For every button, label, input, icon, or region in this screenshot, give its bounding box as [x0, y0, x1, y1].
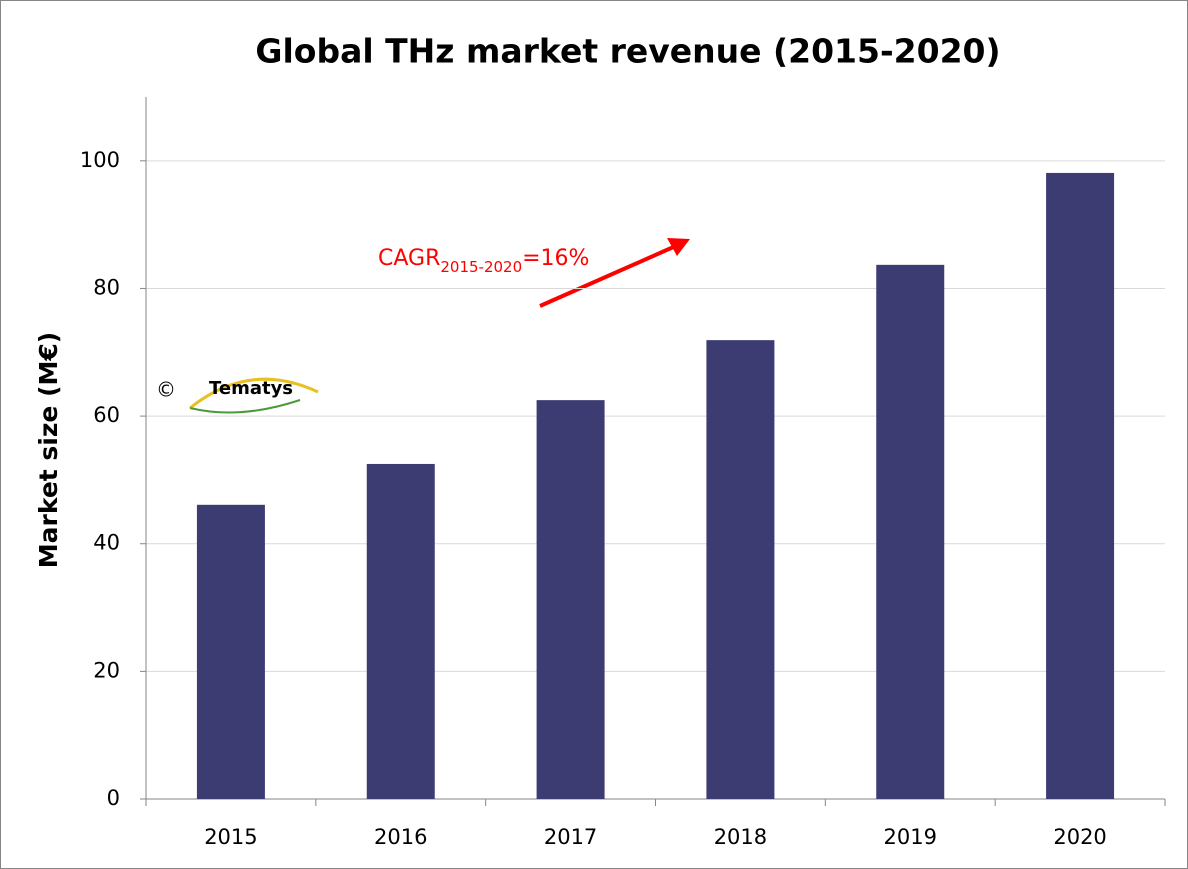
y-tick-label: 40 — [93, 531, 120, 555]
chart-title: Global THz market revenue (2015-2020) — [255, 32, 1000, 71]
logo-text: Tematys — [209, 378, 293, 399]
annotation-text: CAGR2015-2020=16% — [378, 246, 589, 276]
annotation-subscript: 2015-2020 — [440, 258, 522, 276]
annotation-arrow — [539, 243, 679, 308]
y-tick-label: 80 — [93, 275, 120, 299]
y-tick-label: 20 — [93, 658, 120, 682]
y-tick-label: 0 — [107, 786, 120, 810]
y-axis-label: Market size (M€) — [34, 332, 63, 568]
bar — [196, 504, 265, 799]
annotation-suffix: =16% — [522, 246, 589, 271]
x-tick-label: 2016 — [374, 825, 427, 849]
annotation-main: CAGR — [378, 246, 440, 271]
logo-swoosh — [189, 399, 301, 414]
bar — [536, 400, 605, 799]
x-tick-label: 2020 — [1053, 825, 1106, 849]
annotation-arrowhead — [667, 238, 690, 256]
x-tick-label: 2018 — [714, 825, 767, 849]
y-tick-label: 60 — [93, 403, 120, 427]
x-tick-label: 2019 — [884, 825, 937, 849]
bar — [1046, 172, 1115, 800]
bar — [706, 340, 775, 799]
logo: © Tematys — [156, 377, 319, 414]
annotation: CAGR2015-2020=16% — [378, 238, 690, 308]
logo-symbol: © — [156, 378, 176, 402]
logo-swoosh — [189, 377, 319, 410]
x-tick-label: 2015 — [204, 825, 257, 849]
bar — [366, 463, 435, 799]
x-tick-label: 2017 — [544, 825, 597, 849]
bar — [876, 264, 945, 800]
y-tick-label: 100 — [80, 148, 120, 172]
